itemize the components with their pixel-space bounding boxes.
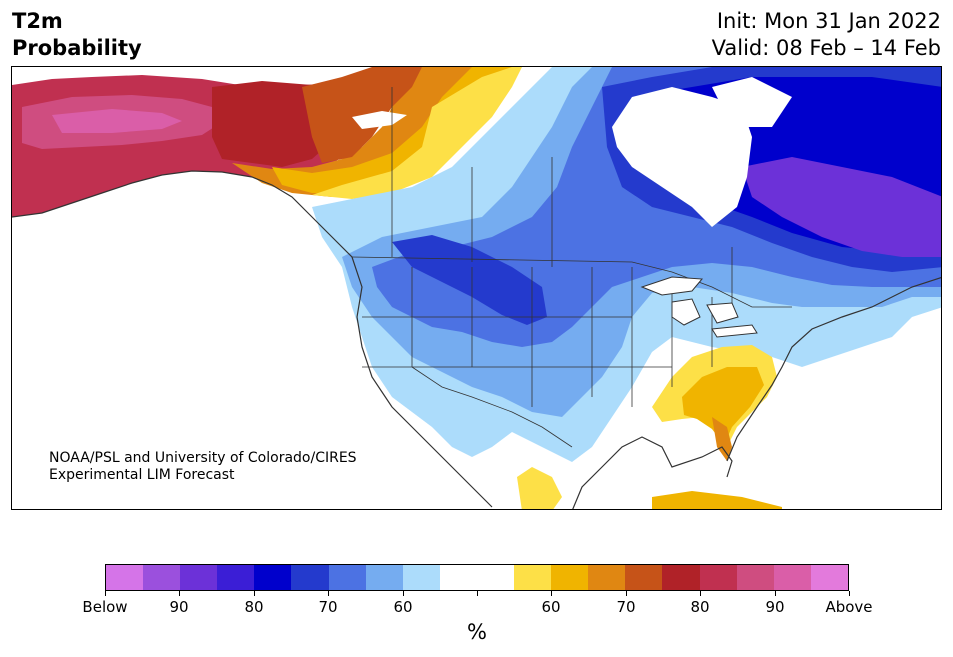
colorbar-segment: [773, 565, 811, 590]
southeast-orange: [682, 367, 764, 445]
colorbar-tick-label: 70: [616, 598, 636, 616]
colorbar-segment: [328, 565, 366, 590]
cold-deep-blue: [392, 235, 547, 325]
credit-line-2: Experimental LIM Forecast: [49, 467, 235, 483]
colorbar-tick-label: 90: [765, 598, 785, 616]
colorbar-segment: [217, 565, 255, 590]
colorbar-segment: [180, 565, 218, 590]
colorbar-tick-label: 60: [393, 598, 413, 616]
colorbar-tick-mark: [849, 591, 850, 596]
forecast-dates: Init: Mon 31 Jan 2022 Valid: 08 Feb – 14…: [712, 8, 941, 62]
colorbar-segment: [439, 565, 477, 590]
colorbar-tick-label: Below: [82, 598, 128, 616]
forecast-map: [11, 66, 942, 510]
mexico-yellow: [517, 467, 562, 509]
colorbar-tick-mark: [254, 591, 255, 596]
colorbar-segment: [402, 565, 440, 590]
alaska-core-inner: [52, 109, 182, 133]
colorbar-segment: [106, 565, 144, 590]
colorbar-segment: [625, 565, 663, 590]
colorbar-tick-label: 80: [690, 598, 710, 616]
credit-line-1: NOAA/PSL and University of Colorado/CIRE…: [49, 450, 357, 466]
florida-dark-orange: [712, 417, 732, 461]
title-line-2: Probability: [12, 36, 142, 60]
probability-colorbar: [105, 564, 849, 591]
colorbar-segment: [551, 565, 589, 590]
colorbar-tick-label: 60: [541, 598, 561, 616]
colorbar-segment: [588, 565, 626, 590]
colorbar-tick-mark: [179, 591, 180, 596]
map-title: T2m Probability: [12, 8, 142, 62]
colorbar-tick-label: Above: [825, 598, 873, 616]
colorbar-tick-mark: [551, 591, 552, 596]
bc-warm-orange: [232, 67, 482, 197]
colorbar-tick-mark: [700, 591, 701, 596]
init-date: Init: Mon 31 Jan 2022: [716, 9, 941, 33]
colorbar-tick-label: 70: [318, 598, 338, 616]
arctic-white-island: [352, 111, 407, 129]
colorbar-tick-mark: [477, 591, 478, 596]
colorbar-segment: [365, 565, 403, 590]
colorbar-tick-mark: [626, 591, 627, 596]
colorbar-segment: [291, 565, 329, 590]
probability-map-svg: [12, 67, 941, 509]
map-credit: NOAA/PSL and University of Colorado/CIRE…: [49, 450, 357, 484]
great-lakes: [640, 276, 758, 338]
coastlines: [12, 170, 941, 509]
colorbar-segment: [476, 565, 515, 590]
colorbar-unit-label: %: [467, 620, 487, 644]
baffin-water: [712, 77, 792, 127]
colorbar-tick-mark: [105, 591, 106, 596]
colorbar-segment: [736, 565, 774, 590]
colorbar-segment: [254, 565, 292, 590]
colorbar-tick-mark: [775, 591, 776, 596]
yellow-band-light: [312, 67, 522, 199]
colorbar-segment: [662, 565, 700, 590]
title-line-1: T2m: [12, 9, 63, 33]
colorbar-segment: [514, 565, 552, 590]
colorbar-segment: [143, 565, 181, 590]
colorbar-tick-label: 90: [169, 598, 189, 616]
colorbar-segment: [810, 565, 848, 590]
colorbar-tick-mark: [403, 591, 404, 596]
colorbar-tick-label: 80: [244, 598, 264, 616]
hudson-bay: [612, 87, 752, 227]
colorbar-segment: [699, 565, 737, 590]
colorbar-tick-mark: [328, 591, 329, 596]
cuba-orange: [652, 491, 782, 509]
quebec-purple: [742, 157, 941, 257]
valid-date: Valid: 08 Feb – 14 Feb: [711, 36, 941, 60]
